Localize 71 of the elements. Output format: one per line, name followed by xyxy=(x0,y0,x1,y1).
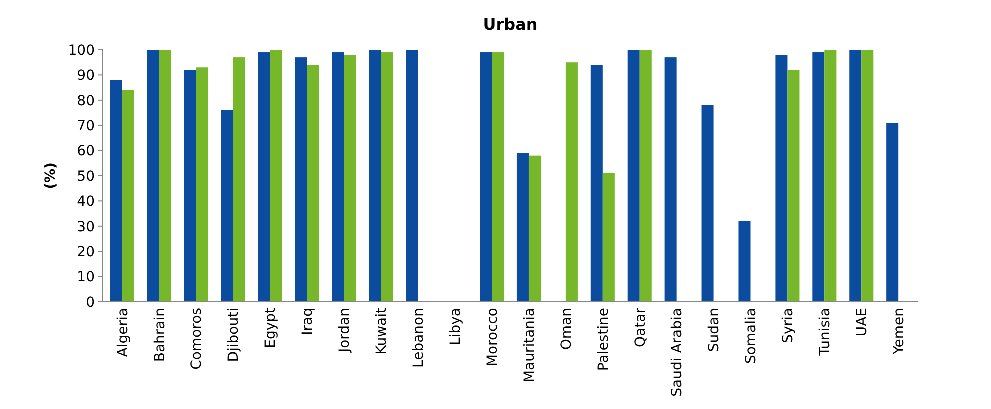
bar xyxy=(110,80,122,302)
x-tick-label: Palestine xyxy=(596,308,612,372)
y-tick-label: 60 xyxy=(77,144,95,160)
y-tick-label: 0 xyxy=(86,294,95,311)
bar xyxy=(492,52,504,302)
bar xyxy=(628,50,640,302)
y-tick-label: 90 xyxy=(77,68,95,84)
y-tick-label: 40 xyxy=(77,194,95,210)
bar xyxy=(566,62,578,302)
x-tick-label: Lebanon xyxy=(410,308,427,368)
bar xyxy=(516,153,529,302)
bar xyxy=(381,52,394,302)
bar xyxy=(258,52,270,302)
x-tick-label: Yemen xyxy=(891,308,908,356)
y-tick-label: 20 xyxy=(77,244,95,260)
bar xyxy=(812,52,825,302)
bar xyxy=(776,55,788,302)
y-tick-label: 10 xyxy=(77,270,95,286)
bar xyxy=(590,65,603,302)
x-tick-label: Djibouti xyxy=(226,308,242,362)
bar xyxy=(332,52,344,302)
bar xyxy=(850,50,862,302)
y-tick-label: 80 xyxy=(77,93,95,110)
bar xyxy=(602,173,615,302)
bar xyxy=(406,50,418,302)
x-tick-label: Somalia xyxy=(744,308,760,364)
x-tick-label: UAE xyxy=(854,308,871,337)
x-tick-label: Syria xyxy=(780,308,797,344)
x-tick-label: Tunisia xyxy=(818,308,834,357)
bar xyxy=(788,70,800,302)
x-tick-label: Jordan xyxy=(337,308,354,354)
bar xyxy=(196,68,208,302)
bar xyxy=(862,50,874,302)
y-tick-label: 30 xyxy=(77,219,95,236)
bar xyxy=(295,58,308,302)
bar xyxy=(344,55,356,302)
bar xyxy=(480,52,492,302)
x-tick-label: Mauritania xyxy=(522,308,538,383)
x-tick-label: Sudan xyxy=(706,308,723,352)
bar xyxy=(528,156,541,302)
bar xyxy=(664,58,677,302)
x-tick-label: Comoros xyxy=(189,308,206,370)
bar xyxy=(233,58,246,302)
x-tick-label: Oman xyxy=(558,308,575,350)
x-tick-label: Qatar xyxy=(632,308,649,348)
bar xyxy=(307,65,320,302)
bar xyxy=(886,123,899,302)
bar xyxy=(221,110,234,302)
y-tick-label: 100 xyxy=(68,42,95,59)
bar xyxy=(640,50,652,302)
bar xyxy=(184,70,196,302)
chart-title: Urban xyxy=(483,15,538,34)
x-tick-label: Kuwait xyxy=(374,307,390,355)
y-tick-label: 70 xyxy=(77,118,95,134)
x-tick-label: Libya xyxy=(448,308,464,346)
bar xyxy=(159,50,172,302)
x-tick-label: Egypt xyxy=(263,308,280,348)
y-tick-label: 50 xyxy=(77,168,95,185)
x-tick-label: Bahrain xyxy=(152,308,168,362)
x-tick-label: Saudi Arabia xyxy=(670,308,686,397)
x-tick-label: Morocco xyxy=(484,308,501,367)
x-tick-label: Iraq xyxy=(300,308,316,336)
bar xyxy=(702,105,714,302)
bar xyxy=(270,50,282,302)
bar xyxy=(147,50,160,302)
bar xyxy=(738,221,751,302)
bar xyxy=(824,50,837,302)
y-axis-title: (%) xyxy=(43,162,59,190)
bar xyxy=(122,90,134,302)
bar xyxy=(369,50,382,302)
x-tick-label: Algeria xyxy=(115,308,132,358)
